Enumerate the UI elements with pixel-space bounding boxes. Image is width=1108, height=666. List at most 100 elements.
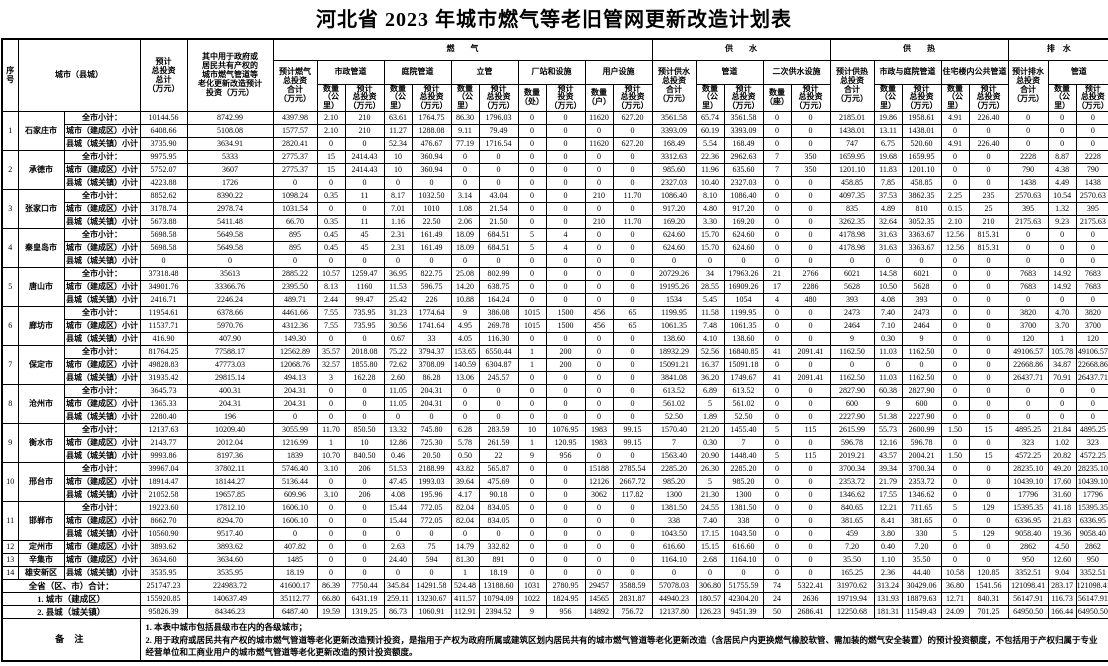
value-cell: 28235.10 (1007, 462, 1049, 477)
value-cell: 0 (316, 553, 346, 568)
value-cell: 3.10 (316, 488, 346, 503)
value-cell: 0 (790, 475, 831, 490)
value-cell: 0 (517, 150, 547, 165)
value-cell: 245.57 (478, 371, 519, 386)
value-cell: 7.55 (316, 306, 346, 321)
value-cell: 21.84 (1047, 423, 1077, 438)
value-cell: 0 (545, 137, 586, 152)
value-cell: 0 (584, 501, 614, 516)
value-cell: 6.28 (450, 423, 480, 438)
value-cell: 1438.01 (829, 124, 875, 139)
row-category: 城市（建成区）小计 (63, 475, 141, 490)
value-cell: 0 (344, 384, 385, 399)
value-cell: 34901.76 (139, 280, 188, 295)
value-cell: 7683 (1075, 280, 1108, 295)
value-cell: 0 (517, 124, 547, 139)
value-cell: 7683 (1075, 267, 1108, 282)
value-cell: 0 (968, 553, 1009, 568)
value-cell: 0 (968, 176, 1009, 191)
value-cell: 0 (790, 202, 831, 217)
value-cell: 0 (940, 176, 970, 191)
value-cell: 494.13 (272, 371, 318, 386)
value-cell: 9.04 (1047, 566, 1077, 581)
value-cell: 0 (411, 410, 452, 425)
value-cell: 52.50 (723, 410, 764, 425)
value-cell: 2285.20 (723, 462, 764, 477)
value-cell: 31.23 (383, 306, 413, 321)
value-cell: 3178.74 (139, 202, 188, 217)
value-cell: 0 (316, 514, 346, 529)
value-cell: 5108.08 (186, 124, 274, 139)
value-cell: 0.30 (695, 436, 725, 451)
value-cell: 14291.58 (411, 579, 452, 594)
value-cell: 635.60 (723, 163, 764, 178)
value-cell: 2414.43 (344, 150, 385, 165)
value-cell: 51755.59 (723, 579, 764, 594)
value-cell: 0 (1047, 410, 1077, 425)
value-cell: 169.20 (651, 215, 697, 230)
value-cell: 29457 (584, 579, 614, 594)
value-cell: 99.47 (344, 293, 385, 308)
row-city: 沧州市 (17, 384, 65, 425)
leaf-heat-residential-qty: 数量 （公里） (940, 83, 970, 113)
value-cell: 3352.51 (1075, 566, 1108, 581)
col-header-heat-total: 预计供热 总投资 合计 （万元） (829, 59, 875, 113)
value-cell: 2.10 (316, 124, 346, 139)
value-cell: 0 (790, 241, 831, 256)
value-cell: 0 (968, 358, 1009, 373)
value-cell: 2227.90 (901, 410, 942, 425)
value-cell: 395 (1007, 202, 1049, 217)
value-cell: 5746.40 (272, 462, 318, 477)
value-cell: 1.32 (1047, 202, 1077, 217)
value-cell: 3634.60 (139, 553, 188, 568)
value-cell: 4.95 (450, 319, 480, 334)
value-cell: 0 (517, 540, 547, 555)
value-cell: 1031.54 (272, 202, 318, 217)
value-cell: 2416.71 (139, 293, 188, 308)
value-cell: 1086.40 (723, 189, 764, 204)
table-row: 城市（建成区）小计 6408.66 5108.08 1577.57 2.10 210 11.… (2, 124, 1108, 139)
value-cell: 2091.41 (790, 371, 831, 386)
value-cell: 0 (651, 566, 697, 581)
value-cell: 459 (829, 527, 875, 542)
value-cell: 0 (545, 488, 586, 503)
row-seq: 5 (1, 267, 19, 308)
value-cell: 596.75 (411, 280, 452, 295)
value-cell: 5.54 (695, 137, 725, 152)
value-cell: 57078.03 (651, 579, 697, 594)
value-cell: 166.44 (1047, 605, 1077, 620)
value-cell: 6431.19 (344, 592, 385, 607)
value-cell: 2.44 (316, 293, 346, 308)
value-cell: 4 (762, 293, 792, 308)
row-city: 邢台市 (17, 462, 65, 503)
group-header-water: 供 水 (651, 38, 831, 61)
table-header: 序 号 城市（县城） 预计 总投资 总计 （万元） 其中用于政府或 居民共有产权… (1, 38, 1108, 113)
value-cell: 3735.90 (139, 137, 188, 152)
value-cell: 416.90 (139, 332, 188, 347)
value-cell: 561.02 (723, 397, 764, 412)
value-cell: 10.57 (316, 267, 346, 282)
value-cell: 0 (478, 527, 519, 542)
value-cell: 10560.90 (139, 527, 188, 542)
value-cell: 11954.61 (139, 306, 188, 321)
table-row: 2 承德市 全市小计： 9975.95 5333 2775.37 15 2414.43 10 36… (1, 150, 1108, 191)
value-cell: 0 (940, 410, 970, 425)
value-cell: 63.61 (383, 111, 413, 126)
value-cell: 16909.26 (723, 280, 764, 295)
value-cell: 11.05 (383, 397, 413, 412)
row-category: 城市（建成区）小计 (63, 436, 141, 451)
value-cell: 2143.77 (139, 436, 188, 451)
value-cell: 0 (790, 254, 831, 269)
row-seq: 13 (1, 553, 19, 568)
value-cell: 600 (901, 397, 942, 412)
value-cell: 0 (1075, 254, 1108, 269)
value-cell: 4.91 (940, 137, 970, 152)
value-cell: 350 (790, 163, 831, 178)
value-cell: 0 (545, 254, 586, 269)
col-header-total-investment: 预计 总投资 总计 （万元） (139, 38, 188, 113)
value-cell: 0 (762, 189, 792, 204)
value-cell: 120 (1075, 332, 1108, 347)
value-cell: 393 (829, 293, 875, 308)
value-cell: 456 (584, 306, 614, 321)
value-cell: 82.04 (450, 501, 480, 516)
